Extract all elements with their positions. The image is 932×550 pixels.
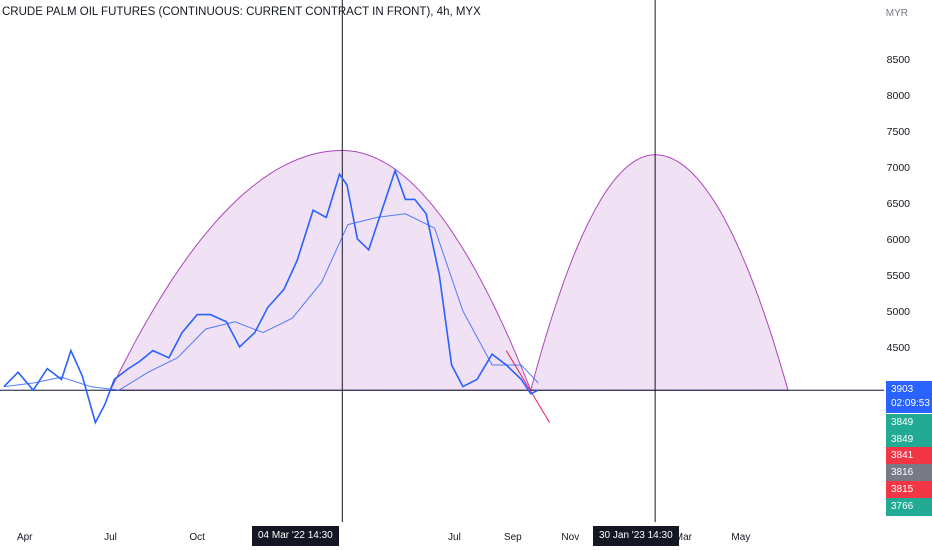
crosshair-date-label-2: 30 Jan '23 14:30 [593, 526, 679, 546]
x-tick-label: Nov [561, 532, 579, 543]
y-axis: 4500 5000 5500 6000 6500 7000 7500 8000 8500 [887, 54, 911, 354]
y-tick-label: 6500 [887, 198, 911, 210]
trend-line [505, 350, 551, 423]
arc-drawing-2 [530, 154, 789, 391]
y-tick-label: 4500 [887, 342, 911, 354]
y-tick-label: 8500 [887, 54, 911, 66]
currency-label: MYR [885, 8, 908, 19]
arc-drawing-1 [109, 149, 532, 391]
last-price-value: 3903 [891, 384, 914, 395]
price-level-tag: 3849 [886, 414, 932, 432]
price-level-tag: 3816 [886, 464, 932, 482]
x-tick-label: May [731, 532, 750, 543]
y-tick-label: 5500 [887, 270, 911, 282]
y-tick-label: 7000 [887, 162, 911, 174]
x-tick-label: Apr [17, 532, 33, 543]
crosshair-date-label-1: 04 Mar '22 14:30 [252, 526, 339, 546]
x-tick-label: Mar [675, 532, 693, 543]
y-tick-label: 5000 [887, 306, 911, 318]
price-level-tag: 3849 [886, 431, 932, 449]
price-lines [3, 168, 539, 425]
price-level-tag: 3766 [886, 498, 932, 516]
last-price-badge: 3903 02:09:53 [886, 381, 932, 413]
x-tick-label: Jul [448, 532, 461, 543]
price-series-line [3, 168, 539, 425]
x-tick-label: Jul [104, 532, 117, 543]
y-tick-label: 6000 [887, 234, 911, 246]
x-tick-label: Sep [504, 532, 522, 543]
price-level-tag: 3815 [886, 481, 932, 499]
x-tick-label: Oct [189, 532, 205, 543]
chart-title: CRUDE PALM OIL FUTURES (CONTINUOUS: CURR… [2, 6, 481, 18]
grid-and-fills [0, 0, 884, 522]
y-tick-label: 7500 [887, 126, 911, 138]
price-level-tag: 3841 [886, 447, 932, 465]
moving-average-line [3, 213, 539, 391]
y-tick-label: 8000 [887, 90, 911, 102]
bar-countdown: 02:09:53 [891, 398, 930, 409]
